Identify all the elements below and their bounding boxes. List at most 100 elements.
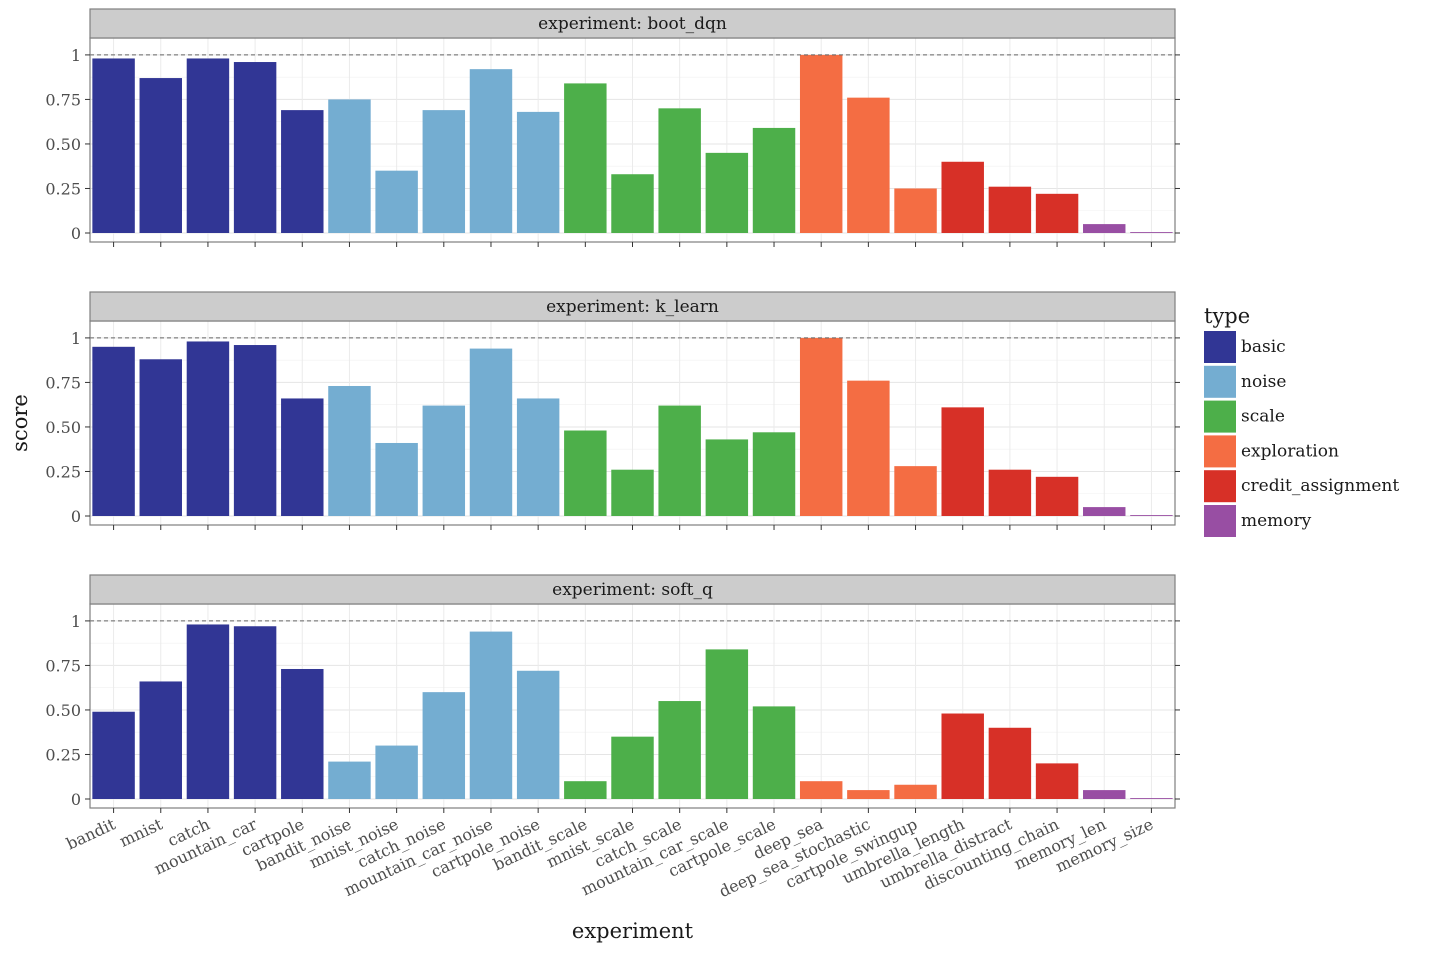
bar-catch: [186, 624, 230, 799]
x-tick-label: mnist: [116, 814, 166, 851]
bar-bandit: [92, 346, 135, 516]
legend-label: credit_assignment: [1241, 476, 1399, 496]
bar-mnist: [139, 681, 182, 799]
bar-mnist: [139, 78, 182, 233]
bar-mountain_car_scale: [705, 439, 749, 516]
bar-deep_sea_stochastic: [847, 790, 890, 799]
bar-mountain_car: [233, 626, 277, 799]
bar-mnist_scale: [611, 736, 654, 799]
bar-catch_noise: [422, 405, 466, 516]
bar-deep_sea: [799, 781, 843, 799]
facet-panel: experiment: soft_q 0 0.25 0.50 0.75 1: [45, 574, 1180, 813]
y-tick-label: 0: [71, 507, 81, 526]
y-tick-label: 0.75: [45, 90, 81, 109]
y-tick-label: 0.25: [45, 462, 81, 481]
bar-cartpole: [281, 110, 324, 233]
bar-memory_len: [1083, 224, 1126, 233]
facet-strip: [89, 291, 1176, 322]
bar-cartpole: [281, 398, 324, 516]
bar-mnist_noise: [375, 442, 418, 516]
bar-catch_noise: [422, 692, 466, 799]
bar-mnist_noise: [375, 745, 418, 799]
bar-discounting_chain: [1035, 476, 1079, 516]
legend-label: exploration: [1241, 441, 1339, 461]
y-tick-label: 0.75: [45, 656, 81, 675]
facet-panel: experiment: boot_dqn 0 0.25 0.50 0.75 1: [45, 8, 1180, 247]
legend-label: basic: [1241, 337, 1286, 357]
bar-cartpole_noise: [516, 398, 560, 516]
bar-cartpole_swingup: [894, 784, 937, 799]
legend-label: memory: [1241, 511, 1312, 531]
bar-bandit_noise: [328, 385, 371, 516]
bar-bandit_noise: [328, 761, 371, 799]
y-tick-label: 1: [71, 46, 81, 65]
y-tick-label: 0: [71, 224, 81, 243]
bar-mountain_car: [233, 345, 277, 516]
y-tick-label: 0.25: [45, 179, 81, 198]
bar-mountain_car_noise: [469, 69, 513, 234]
bar-mnist_noise: [375, 170, 418, 233]
bar-umbrella_distract: [988, 727, 1032, 799]
bar-catch_scale: [658, 405, 701, 516]
bar-umbrella_length: [941, 407, 984, 516]
bar-cartpole_swingup: [894, 188, 937, 233]
bar-catch_scale: [658, 701, 701, 799]
bar-cartpole_noise: [516, 670, 560, 799]
bar-umbrella_length: [941, 713, 984, 799]
legend-key-exploration: [1204, 435, 1236, 468]
legend-key-basic: [1204, 331, 1236, 363]
bar-bandit: [92, 58, 135, 233]
y-tick-label: 1: [71, 612, 81, 631]
bar-deep_sea_stochastic: [847, 97, 890, 234]
y-axis-title: score: [8, 394, 32, 452]
bar-deep_sea: [799, 54, 843, 234]
bar-mountain_car_scale: [705, 152, 749, 233]
x-tick-label: bandit: [63, 814, 119, 853]
bar-cartpole: [281, 668, 324, 799]
legend-title: type: [1204, 304, 1250, 328]
bar-mountain_car_scale: [705, 649, 749, 799]
legend-key-memory: [1204, 505, 1236, 537]
facet-strip-label: experiment: k_learn: [546, 297, 719, 317]
bar-memory_size: [1130, 232, 1173, 233]
bar-cartpole_scale: [752, 127, 796, 233]
bar-bandit_scale: [564, 83, 607, 234]
bar-memory_size: [1130, 798, 1173, 799]
bar-mountain_car: [233, 62, 277, 234]
facet-strip-label: experiment: soft_q: [552, 580, 713, 600]
legend-key-noise: [1204, 365, 1236, 398]
y-tick-label: 0.50: [45, 418, 81, 437]
y-tick-label: 0.75: [45, 373, 81, 392]
bar-mountain_car_noise: [469, 631, 513, 799]
bar-catch_noise: [422, 110, 466, 233]
bar-umbrella_length: [941, 161, 984, 233]
bar-bandit_scale: [564, 430, 607, 516]
legend-key-scale: [1204, 400, 1236, 433]
bar-discounting_chain: [1035, 193, 1079, 233]
bar-cartpole_scale: [752, 706, 796, 799]
bar-bandit: [92, 711, 135, 799]
y-tick-label: 0.50: [45, 701, 81, 720]
bar-memory_size: [1130, 515, 1173, 516]
bar-mnist_scale: [611, 174, 654, 233]
bar-catch: [186, 58, 230, 233]
y-tick-label: 1: [71, 329, 81, 348]
bar-memory_len: [1083, 790, 1126, 799]
bar-cartpole_swingup: [894, 466, 937, 516]
bar-cartpole_scale: [752, 432, 796, 516]
legend-key-credit_assignment: [1204, 470, 1236, 503]
legend-label: noise: [1241, 372, 1286, 392]
bar-memory_len: [1083, 507, 1126, 516]
bar-bandit_noise: [328, 99, 371, 233]
bar-deep_sea_stochastic: [847, 380, 890, 516]
bar-umbrella_distract: [988, 469, 1032, 516]
facet-panel: experiment: k_learn 0 0.25 0.50 0.75 1: [45, 291, 1180, 530]
bar-mnist: [139, 359, 182, 516]
bar-discounting_chain: [1035, 763, 1079, 799]
legend-label: scale: [1241, 407, 1285, 427]
y-tick-label: 0.25: [45, 745, 81, 764]
x-axis-title: experiment: [572, 919, 694, 943]
bar-mnist_scale: [611, 469, 654, 516]
bar-bandit_scale: [564, 781, 607, 799]
